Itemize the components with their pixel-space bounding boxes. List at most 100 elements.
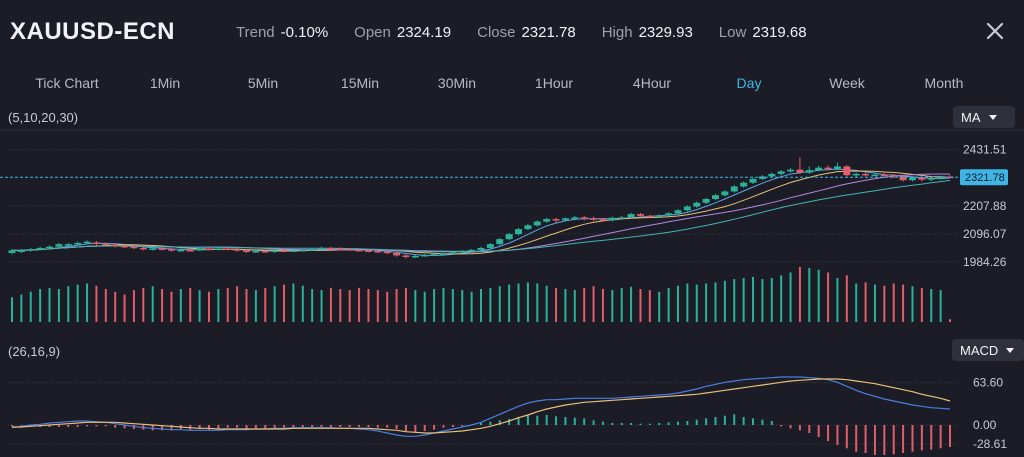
tab-1hour[interactable]: 1Hour xyxy=(534,75,574,91)
candle-body xyxy=(139,247,147,250)
candle-body xyxy=(749,178,757,183)
candle-body xyxy=(121,245,129,248)
tab-15min[interactable]: 15Min xyxy=(340,75,380,91)
ma30-line xyxy=(12,179,951,252)
close-icon[interactable] xyxy=(984,20,1006,42)
candle-body xyxy=(796,169,804,173)
candle-body xyxy=(158,248,166,250)
ma-indicator-select[interactable]: MA xyxy=(953,106,1015,128)
candle-body xyxy=(655,215,663,217)
candle-body xyxy=(552,219,560,221)
candle-body xyxy=(627,214,635,218)
candle-body xyxy=(364,250,372,252)
candle-body xyxy=(355,249,363,252)
tab-day[interactable]: Day xyxy=(736,75,762,91)
candle-body xyxy=(411,255,419,258)
chevron-down-icon xyxy=(1006,347,1015,353)
tab-30min[interactable]: 30Min xyxy=(437,75,477,91)
moving-averages xyxy=(12,168,951,257)
candle-body xyxy=(852,173,860,176)
candle-body xyxy=(871,174,879,177)
candle-body xyxy=(383,251,391,254)
candle-body xyxy=(308,249,316,251)
grid-lines xyxy=(0,129,1024,445)
tab-week[interactable]: Week xyxy=(829,75,865,91)
candle-body xyxy=(64,244,72,246)
macd-indicator-select[interactable]: MACD xyxy=(952,339,1024,361)
trend-value: -0.10% xyxy=(280,24,329,41)
candle-body xyxy=(243,250,250,252)
tab-1min[interactable]: 1Min xyxy=(149,75,181,91)
ma-select-label: MA xyxy=(961,109,981,125)
candle-body xyxy=(299,249,307,252)
price-tick-label: 2431.51 xyxy=(963,143,1007,157)
candle-body xyxy=(130,246,138,249)
candle-body xyxy=(439,253,447,255)
candle-body xyxy=(693,202,701,207)
open-label: Open xyxy=(354,24,391,41)
candle-body xyxy=(833,166,841,169)
candle-body xyxy=(318,247,326,250)
candle-body xyxy=(196,248,204,251)
candle-body xyxy=(590,218,598,220)
open-value: 2324.19 xyxy=(396,24,452,41)
candle-body xyxy=(486,244,494,248)
candle-body xyxy=(205,248,213,250)
candle-body xyxy=(524,225,532,230)
candle-body xyxy=(815,167,823,171)
low-value: 2319.68 xyxy=(752,24,807,41)
candle-body xyxy=(271,250,279,252)
high-label: High xyxy=(601,24,633,41)
quote-stats: Trend -0.10% Open 2324.19 Close 2321.78 Hig… xyxy=(236,24,807,41)
tab-tick-chart[interactable]: Tick Chart xyxy=(35,75,99,91)
candle-body xyxy=(730,186,738,192)
candle-body xyxy=(214,248,222,250)
candle-body xyxy=(17,250,25,252)
macd-series xyxy=(11,376,951,455)
ma20-line xyxy=(12,173,951,253)
candle-body xyxy=(927,178,935,180)
candle-body xyxy=(36,247,44,250)
candle-body xyxy=(899,176,907,181)
candle-body xyxy=(787,169,795,172)
candle-body xyxy=(543,219,551,222)
tab-5min[interactable]: 5Min xyxy=(247,75,279,91)
candle-body xyxy=(824,167,832,170)
macd-tick-label: 0.00 xyxy=(973,418,997,432)
volume-bars xyxy=(11,267,951,322)
macd-tick-label: -28.61 xyxy=(973,437,1007,451)
current-price-line: 2321.78 xyxy=(0,169,1008,186)
candle-body xyxy=(46,246,54,249)
close-value: 2321.78 xyxy=(521,24,576,41)
candle-body xyxy=(636,214,644,216)
tab-4hour[interactable]: 4Hour xyxy=(632,75,672,91)
candle-body xyxy=(346,249,354,251)
tab-month[interactable]: Month xyxy=(924,75,964,91)
candle-body xyxy=(402,255,410,257)
candle-body xyxy=(777,171,785,174)
candle-body xyxy=(102,243,110,245)
candle-body xyxy=(683,206,691,211)
candle-body xyxy=(618,217,626,219)
candle-body xyxy=(8,250,16,253)
candle-body xyxy=(805,170,813,173)
candle-body xyxy=(224,248,232,250)
candle-body xyxy=(177,249,185,252)
candle-body xyxy=(599,219,607,221)
candle-body xyxy=(252,250,260,253)
candle-body xyxy=(533,221,541,226)
candle-body xyxy=(740,182,748,187)
ma10-line xyxy=(12,170,951,255)
candle-body xyxy=(712,195,719,199)
high-stat: High 2329.93 xyxy=(602,24,693,41)
candle-body xyxy=(430,254,438,256)
timeframe-tabs: Tick Chart 1Min 5Min 15Min 30Min 1Hour 4… xyxy=(0,70,1024,96)
candle-body xyxy=(449,252,457,254)
candle-body xyxy=(336,248,344,250)
close-label: Close xyxy=(477,24,516,41)
candle-body xyxy=(149,248,157,250)
candle-body xyxy=(167,249,175,251)
candle-body xyxy=(374,250,382,253)
candle-body xyxy=(665,213,673,216)
